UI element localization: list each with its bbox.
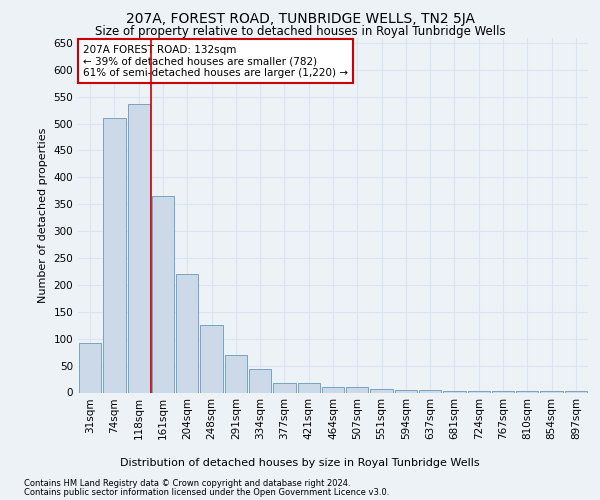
Bar [443, 391, 466, 392]
Bar [152, 196, 174, 392]
Bar [200, 326, 223, 392]
Bar [467, 391, 490, 392]
Bar [103, 118, 125, 392]
Bar [322, 386, 344, 392]
Text: Distribution of detached houses by size in Royal Tunbridge Wells: Distribution of detached houses by size … [120, 458, 480, 468]
Text: Contains public sector information licensed under the Open Government Licence v3: Contains public sector information licen… [24, 488, 389, 497]
Bar [224, 355, 247, 393]
Bar [298, 383, 320, 392]
Y-axis label: Number of detached properties: Number of detached properties [38, 128, 48, 302]
Bar [79, 343, 101, 392]
Text: Size of property relative to detached houses in Royal Tunbridge Wells: Size of property relative to detached ho… [95, 25, 505, 38]
Bar [273, 383, 296, 392]
Bar [346, 386, 368, 392]
Text: 207A, FOREST ROAD, TUNBRIDGE WELLS, TN2 5JA: 207A, FOREST ROAD, TUNBRIDGE WELLS, TN2 … [125, 12, 475, 26]
Bar [419, 390, 442, 392]
Bar [128, 104, 150, 393]
Bar [249, 370, 271, 392]
Text: Contains HM Land Registry data © Crown copyright and database right 2024.: Contains HM Land Registry data © Crown c… [24, 479, 350, 488]
Text: 207A FOREST ROAD: 132sqm
← 39% of detached houses are smaller (782)
61% of semi-: 207A FOREST ROAD: 132sqm ← 39% of detach… [83, 44, 348, 78]
Bar [370, 388, 393, 392]
Bar [395, 390, 417, 392]
Bar [176, 274, 199, 392]
Bar [492, 391, 514, 392]
